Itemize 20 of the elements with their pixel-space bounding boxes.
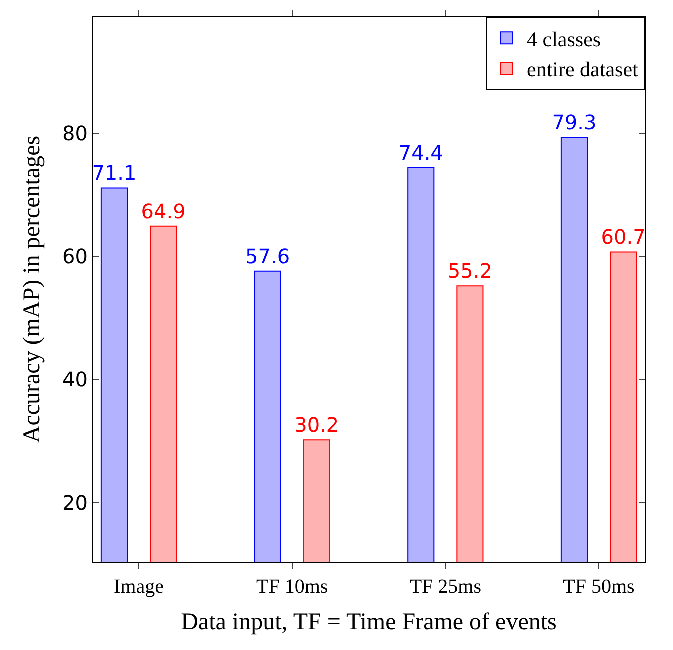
y-tick-label: 80: [62, 121, 88, 146]
legend-label: entire dataset: [527, 58, 639, 82]
data-label: 71.1: [92, 161, 137, 186]
data-label: 60.7: [601, 225, 646, 250]
x-tick-label: Image: [114, 576, 164, 598]
x-tick-label: TF 50ms: [563, 576, 636, 598]
y-tick-label: 20: [62, 490, 88, 515]
x-tick-label: TF 25ms: [410, 576, 482, 598]
legend-label: 4 classes: [527, 27, 602, 52]
y-tick-label: 60: [62, 244, 88, 269]
y-axis-title: Accuracy (mAP) in percentages: [20, 136, 46, 444]
data-label: 55.2: [448, 259, 492, 284]
x-axis-title: Data input, TF = Time Frame of events: [181, 609, 557, 636]
x-tick-label: TF 10ms: [256, 576, 328, 598]
data-label: 57.6: [246, 244, 290, 268]
y-tick-label: 40: [62, 368, 88, 392]
data-label: 79.3: [552, 110, 597, 135]
data-label: 74.4: [398, 140, 444, 165]
data-label: 64.9: [141, 199, 186, 224]
data-label: 30.2: [294, 413, 340, 438]
